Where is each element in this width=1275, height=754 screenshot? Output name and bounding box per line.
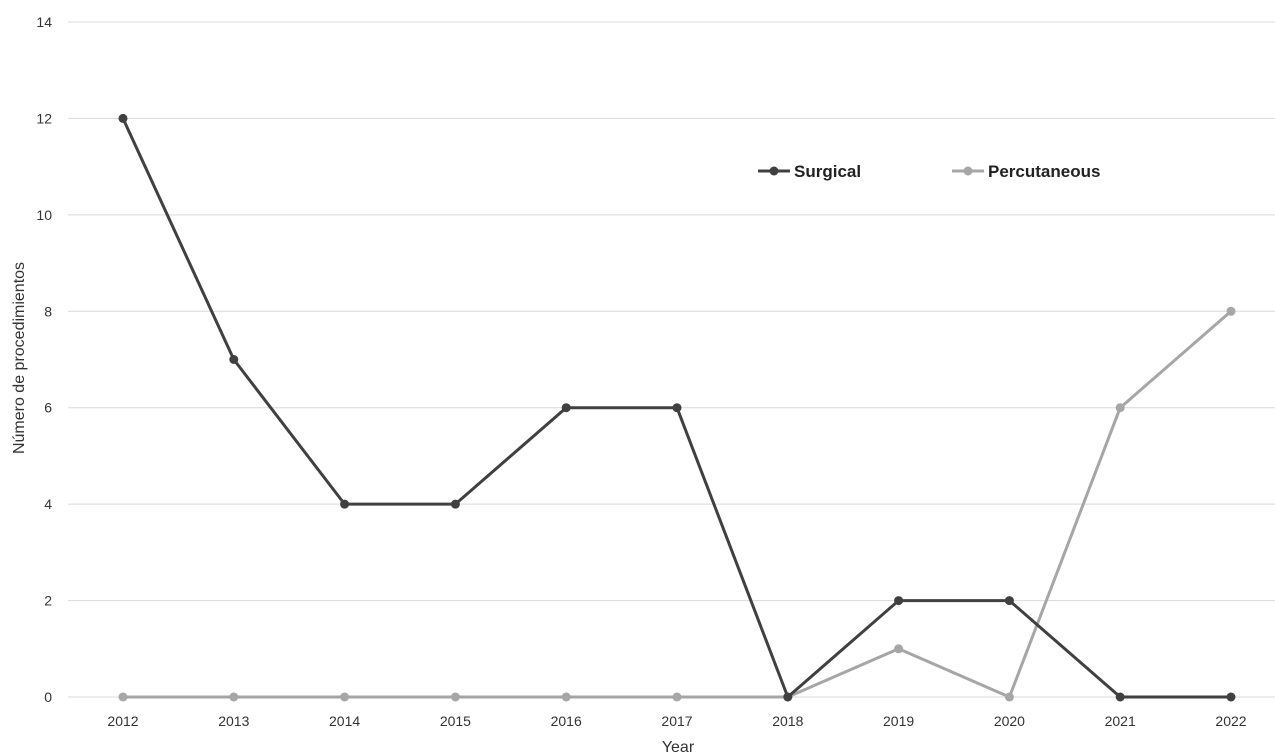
y-tick-label: 4	[44, 496, 52, 512]
y-tick-label: 14	[36, 14, 52, 30]
x-tick-label: 2016	[551, 713, 582, 729]
y-tick-label: 8	[44, 303, 52, 319]
x-tick-label: 2013	[218, 713, 249, 729]
percutaneous-point	[672, 692, 682, 702]
series-percutaneous	[118, 306, 1236, 702]
grid-lines	[68, 21, 1275, 698]
y-tick-label: 6	[44, 400, 52, 416]
x-tick-label: 2021	[1105, 713, 1136, 729]
legend-marker	[963, 166, 973, 176]
y-tick-label: 0	[44, 689, 52, 705]
x-tick-label: 2018	[772, 713, 803, 729]
y-tick-label: 10	[36, 207, 52, 223]
surgical-point	[561, 403, 571, 413]
percutaneous-point	[229, 692, 239, 702]
percutaneous-point	[1115, 403, 1125, 413]
legend-label: Surgical	[794, 162, 861, 181]
x-axis-ticks: 2012 2013 2014 2015 2016 2017 2018 2019 2020 2021…	[107, 713, 1246, 729]
surgical-point	[229, 355, 239, 364]
percutaneous-point	[1004, 692, 1014, 702]
surgical-point	[340, 499, 350, 509]
surgical-point	[118, 113, 128, 123]
legend-item-surgical: Surgical	[758, 162, 861, 181]
y-axis-title: Número de procedimientos	[11, 262, 28, 454]
x-tick-label: 2017	[661, 713, 692, 729]
percutaneous-point	[450, 692, 460, 702]
surgical-point	[783, 692, 793, 702]
legend-item-percutaneous: Percutaneous	[952, 162, 1100, 181]
x-tick-label: 2014	[329, 713, 360, 729]
surgical-point	[1004, 596, 1014, 606]
surgical-point	[1115, 692, 1125, 702]
legend-label: Percutaneous	[988, 162, 1100, 181]
x-tick-label: 2020	[994, 713, 1025, 729]
legend: Surgical Percutaneous	[758, 162, 1100, 181]
percutaneous-point	[894, 644, 904, 654]
surgical-point	[1226, 692, 1236, 702]
percutaneous-point	[118, 692, 128, 702]
x-tick-label: 2015	[440, 713, 471, 729]
y-axis-ticks: 0 2 4 6 8 10 12 14	[36, 14, 52, 705]
y-tick-label: 12	[36, 110, 52, 126]
percutaneous-point	[1226, 306, 1236, 316]
surgical-point	[894, 596, 904, 606]
percutaneous-point	[561, 692, 571, 702]
percutaneous-point	[340, 692, 350, 702]
surgical-point	[672, 403, 682, 413]
series-lines	[118, 113, 1236, 702]
y-tick-label: 2	[44, 593, 52, 609]
x-tick-label: 2022	[1215, 713, 1246, 729]
series-surgical	[118, 113, 1236, 702]
x-tick-label: 2019	[883, 713, 914, 729]
legend-marker	[769, 166, 779, 176]
x-tick-label: 2012	[107, 713, 138, 729]
x-axis-title: Year	[662, 739, 695, 754]
surgical-point	[450, 499, 460, 509]
